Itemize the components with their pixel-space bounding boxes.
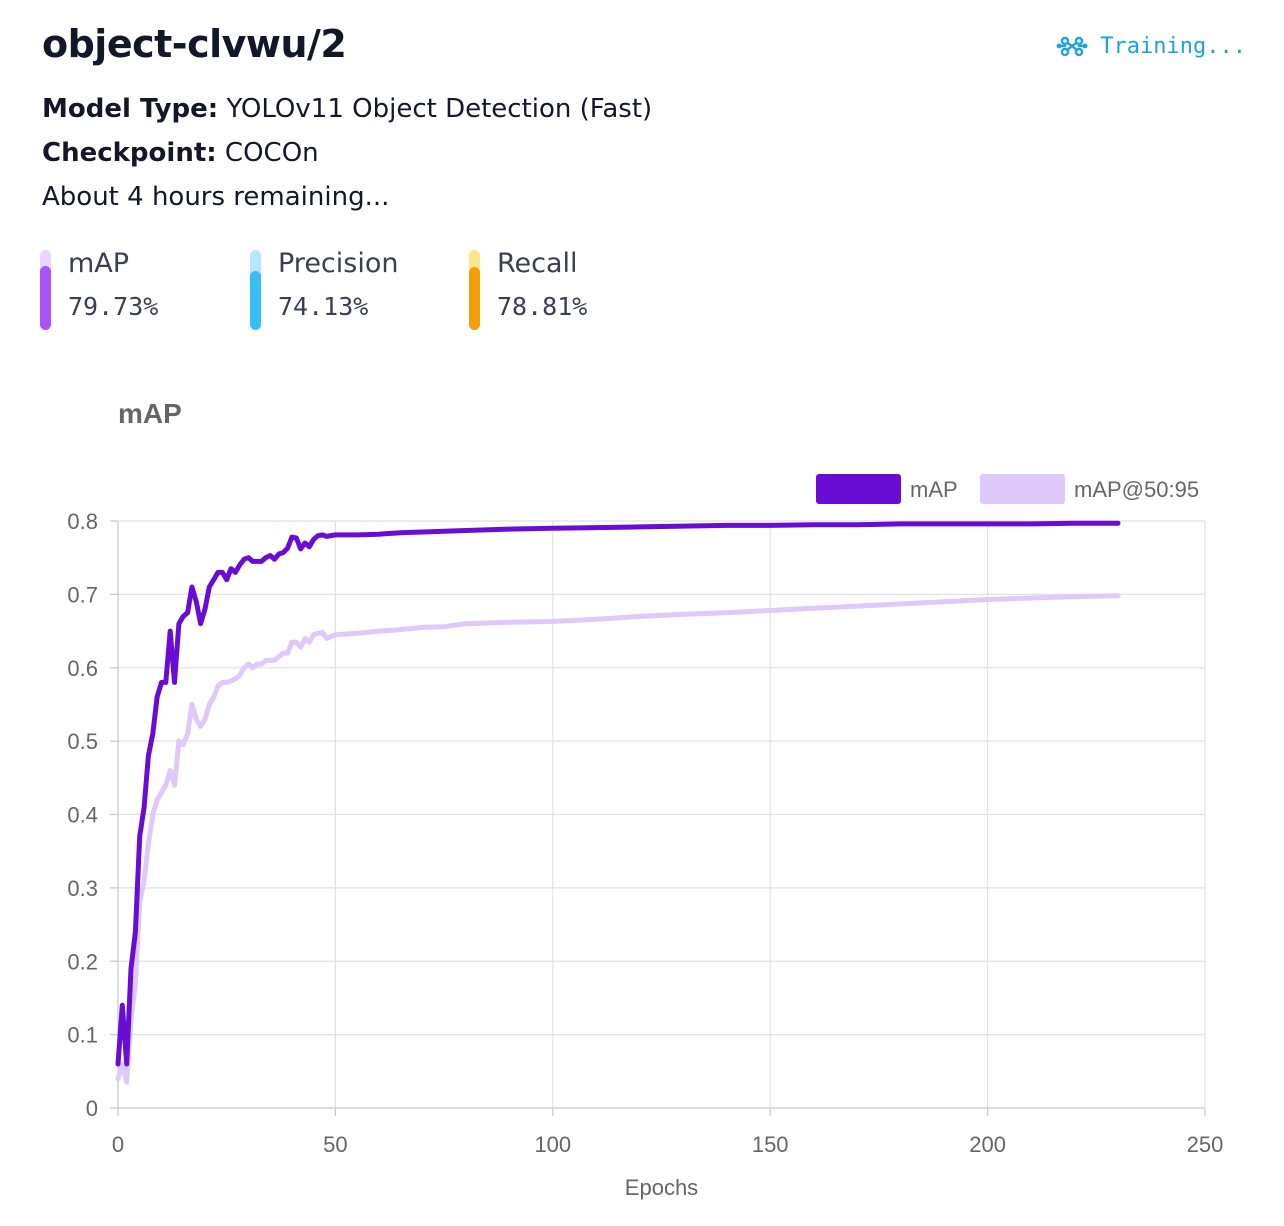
- series-line-map: [115, 520, 1121, 1067]
- model-title: object-clvwu/2: [42, 22, 347, 66]
- x-axis-label: Epochs: [625, 1175, 698, 1200]
- network-nodes-icon: [1056, 32, 1088, 60]
- metric-recall-label: Recall: [497, 248, 578, 279]
- x-tick-label: 50: [323, 1132, 347, 1157]
- metrics-summary: mAP 79.73% Precision 74.13% Recall 78.81…: [40, 248, 740, 340]
- x-tick-label: 100: [534, 1132, 571, 1157]
- metric-precision-label: Precision: [278, 248, 399, 279]
- y-tick-label: 0.4: [67, 803, 98, 828]
- model-type-label: Model Type:: [42, 94, 219, 124]
- x-tick-label: 200: [969, 1132, 1006, 1157]
- y-tick-label: 0.1: [67, 1023, 98, 1048]
- legend-map-label: mAP: [910, 477, 958, 502]
- y-tick-label: 0.3: [67, 876, 98, 901]
- metric-precision-value: 74.13%: [278, 292, 369, 321]
- series-line-map50-95: [115, 593, 1121, 1085]
- y-tick-label: 0.6: [67, 656, 98, 681]
- x-tick-label: 0: [112, 1132, 124, 1157]
- legend-map-swatch: [816, 474, 901, 504]
- legend-map50-95-label: mAP@50:95: [1074, 477, 1199, 502]
- x-tick-label: 150: [752, 1132, 789, 1157]
- y-tick-label: 0.8: [67, 509, 98, 534]
- metric-precision-bar-fill: [250, 270, 261, 330]
- metric-recall-bar: [469, 250, 480, 330]
- metric-map-bar: [40, 250, 51, 330]
- model-type-value: YOLOv11 Object Detection (Fast): [226, 94, 653, 124]
- checkpoint-label: Checkpoint:: [42, 138, 217, 168]
- metric-recall-bar-fill: [469, 266, 480, 330]
- checkpoint-value: COCOn: [224, 138, 319, 168]
- y-tick-label: 0.7: [67, 582, 98, 607]
- checkpoint-line: Checkpoint: COCOn: [42, 138, 319, 168]
- y-tick-label: 0: [86, 1096, 98, 1121]
- metric-map-value: 79.73%: [68, 292, 159, 321]
- model-type-line: Model Type: YOLOv11 Object Detection (Fa…: [42, 94, 652, 124]
- chart-title: mAP: [118, 398, 182, 429]
- metric-recall-value: 78.81%: [497, 292, 588, 321]
- metric-map-bar-fill: [40, 266, 51, 330]
- remaining-time: About 4 hours remaining...: [42, 182, 390, 212]
- metric-map-label: mAP: [68, 248, 130, 279]
- legend-map50-95-swatch: [980, 474, 1065, 504]
- training-status-label: Training...: [1100, 33, 1246, 59]
- y-tick-label: 0.5: [67, 729, 98, 754]
- training-status[interactable]: Training...: [1056, 32, 1246, 60]
- y-tick-label: 0.2: [67, 949, 98, 974]
- x-tick-label: 250: [1187, 1132, 1224, 1157]
- metric-precision-bar: [250, 250, 261, 330]
